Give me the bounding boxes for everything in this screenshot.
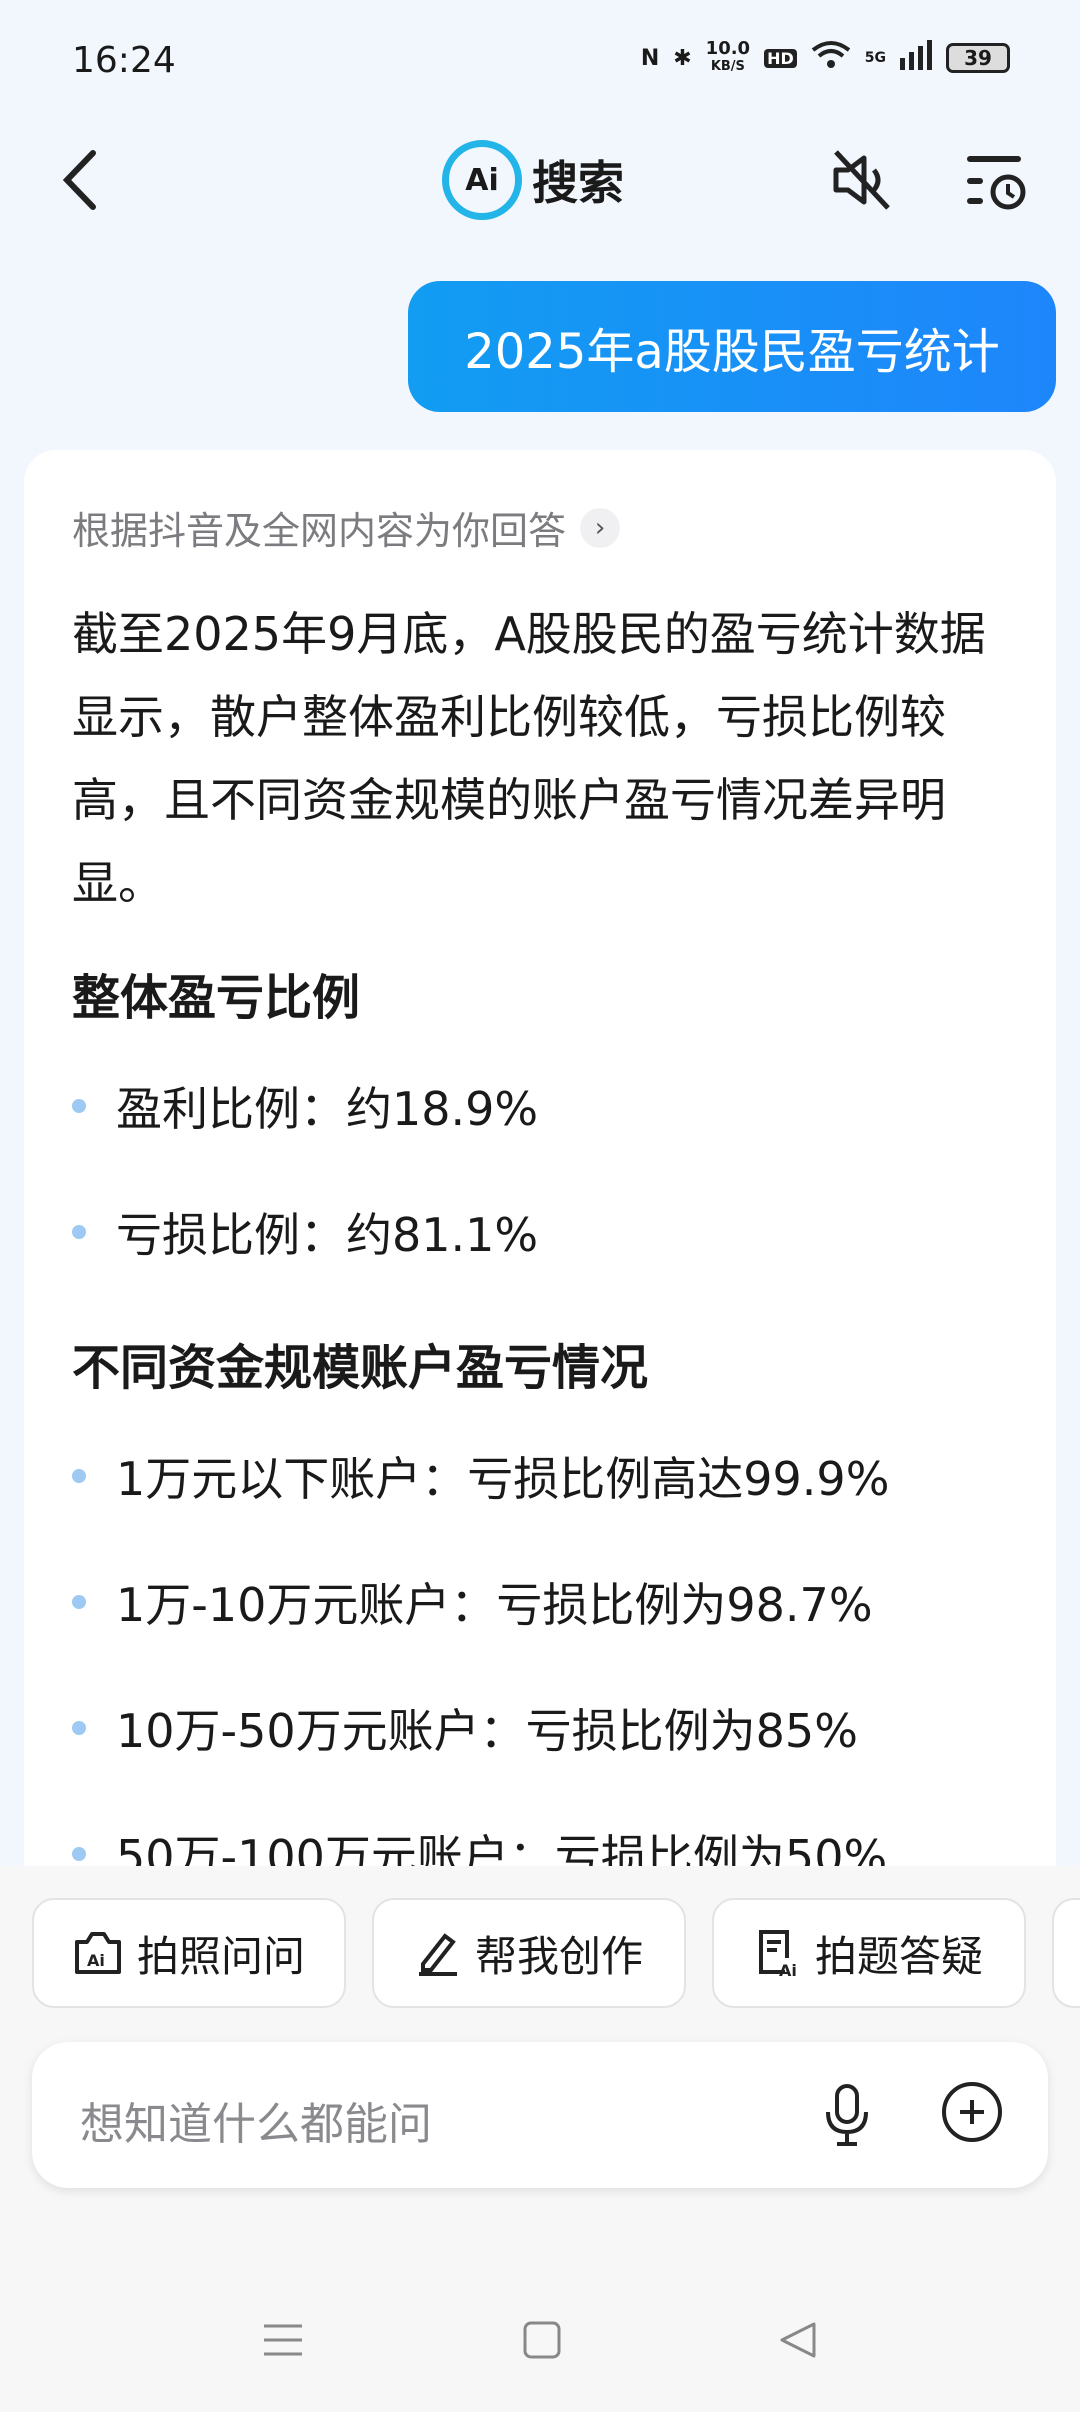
status-bar: 16:24 N ✱ 10.0 KB/S HD 5G 39 (0, 0, 1080, 120)
add-icon[interactable] (940, 2080, 1004, 2148)
list-item: 1万-10万元账户：亏损比例为98.7% (72, 1539, 1008, 1665)
list-item: 盈利比例：约18.9% (72, 1043, 1008, 1169)
more-chip[interactable] (1052, 1898, 1080, 2008)
system-nav-bar (0, 2310, 1080, 2380)
net-speed: 10.0 KB/S (706, 40, 750, 76)
ai-logo-icon: Ai (442, 140, 522, 220)
list-item-text: 盈利比例：约18.9% (116, 1082, 539, 1136)
mute-button[interactable] (830, 148, 894, 216)
answer-card: 根据抖音及全网内容为你回答 › 截至2025年9月底，A股股民的盈亏统计数据显示，… (24, 450, 1056, 1866)
svg-text:Ai: Ai (87, 1951, 105, 1970)
chip-label: 拍照问问 (136, 1931, 305, 1981)
help-create-chip[interactable]: 帮我创作 (372, 1898, 686, 2008)
bullet-icon (72, 1225, 86, 1239)
answer-intro: 截至2025年9月底，A股股民的盈亏统计数据显示，散户整体盈利比例较低，亏损比例… (72, 607, 986, 910)
list-item: 亏损比例：约81.1% (72, 1169, 1008, 1295)
source-text: 根据抖音及全网内容为你回答 (72, 509, 567, 553)
net-speed-value: 10.0 (705, 38, 751, 59)
chip-label: 拍题答疑 (814, 1931, 983, 1981)
list-item: 50万-100万元账户：亏损比例为50% (72, 1791, 1008, 1866)
clock: 16:24 (72, 40, 176, 81)
pen-icon (418, 1933, 457, 1976)
back-button[interactable] (55, 145, 115, 215)
list-item-text: 亏损比例：约81.1% (116, 1208, 539, 1262)
bullet-icon (72, 1469, 86, 1483)
document-ai-icon: Ai (758, 1930, 797, 1978)
signal-icon (900, 40, 932, 76)
list-item: 1万元以下账户：亏损比例高达99.9% (72, 1413, 1008, 1539)
list-item-text: 50万-100万元账户：亏损比例为50% (116, 1830, 888, 1866)
list-item-text: 1万-10万元账户：亏损比例为98.7% (116, 1578, 873, 1632)
home-nav-button[interactable] (522, 2320, 562, 2364)
menu-nav-button[interactable] (262, 2320, 304, 2364)
header: Ai 搜索 (0, 130, 1080, 230)
bullet-icon (72, 1721, 86, 1735)
network-type: 5G (864, 50, 886, 66)
page-title: 搜索 (532, 156, 624, 210)
status-icons: N ✱ 10.0 KB/S HD 5G 39 (641, 40, 1010, 76)
bullet-icon (72, 1595, 86, 1609)
list-item-text: 1万元以下账户：亏损比例高达99.9% (116, 1452, 890, 1506)
microphone-icon[interactable] (822, 2082, 872, 2152)
bullet-icon (72, 1099, 86, 1113)
photo-ask-chip[interactable]: Ai 拍照问问 (32, 1898, 346, 2008)
quick-actions: Ai 拍照问问 帮我创作 Ai 拍题答疑 (32, 1898, 1080, 2008)
ask-input[interactable]: 想知道什么都能问 (32, 2042, 1048, 2188)
wifi-icon (811, 40, 851, 76)
net-speed-unit: KB/S (710, 59, 745, 74)
list-item-text: 10万-50万元账户：亏损比例为85% (116, 1704, 858, 1758)
back-nav-button[interactable] (778, 2320, 818, 2364)
photo-question-chip[interactable]: Ai 拍题答疑 (712, 1898, 1026, 2008)
battery-icon: 39 (946, 43, 1010, 73)
ask-input-placeholder: 想知道什么都能问 (80, 2099, 432, 2150)
section-heading: 整体盈亏比例 (72, 970, 361, 1026)
chip-label: 帮我创作 (474, 1931, 643, 1981)
bullet-icon (72, 1847, 86, 1861)
app-logo: Ai 搜索 (442, 140, 624, 220)
list-item: 10万-50万元账户：亏损比例为85% (72, 1665, 1008, 1791)
chevron-right-icon: › (580, 507, 621, 548)
nfc-icon: N (640, 45, 660, 71)
source-link[interactable]: 根据抖音及全网内容为你回答 › (72, 500, 1008, 555)
user-query-bubble: 2025年a股股民盈亏统计 (408, 281, 1056, 412)
section-heading: 不同资金规模账户盈亏情况 (72, 1340, 649, 1396)
bluetooth-icon: ✱ (673, 45, 692, 71)
hd-icon: HD (764, 48, 797, 68)
ai-camera-icon: Ai (74, 1932, 121, 1974)
history-button[interactable] (965, 150, 1029, 218)
svg-text:Ai: Ai (779, 1961, 797, 1978)
